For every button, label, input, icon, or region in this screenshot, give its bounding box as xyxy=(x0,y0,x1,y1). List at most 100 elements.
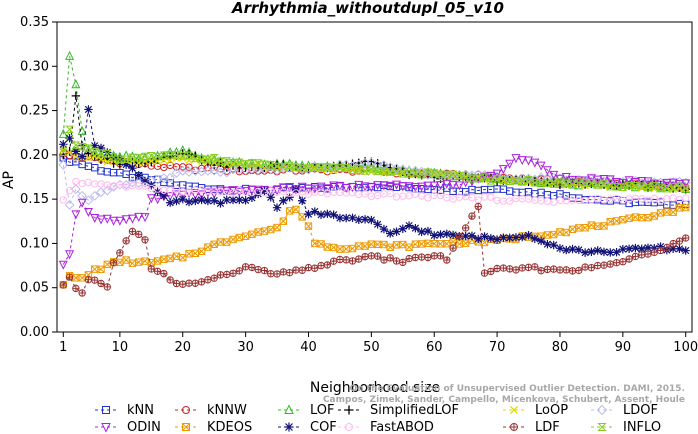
data-point xyxy=(486,234,496,243)
data-point xyxy=(562,266,570,274)
data-point xyxy=(417,253,426,261)
data-point xyxy=(235,233,244,242)
x-tick-label: 1 xyxy=(59,340,67,355)
data-point xyxy=(253,185,263,195)
data-point xyxy=(103,148,112,157)
data-point xyxy=(480,269,489,277)
data-point xyxy=(185,250,193,258)
legend-item: kNN xyxy=(95,403,154,418)
data-point xyxy=(669,239,677,248)
data-point xyxy=(316,163,326,171)
data-point xyxy=(90,147,100,156)
data-point xyxy=(511,233,521,242)
data-point xyxy=(335,213,345,223)
data-point xyxy=(417,227,426,237)
data-point xyxy=(165,198,175,207)
data-point xyxy=(348,257,357,265)
data-point xyxy=(109,216,119,226)
x-tick-label: 30 xyxy=(237,340,254,355)
data-point xyxy=(342,213,351,223)
data-point xyxy=(448,170,458,178)
data-point xyxy=(643,243,653,252)
data-point xyxy=(542,179,552,187)
data-point xyxy=(65,250,75,260)
data-point xyxy=(442,179,452,189)
data-point xyxy=(329,164,339,172)
data-point xyxy=(209,196,219,205)
data-point xyxy=(430,231,439,240)
data-point xyxy=(662,178,672,188)
data-point xyxy=(223,238,231,246)
data-point xyxy=(662,184,672,193)
data-point xyxy=(449,244,457,252)
data-point xyxy=(185,163,193,171)
data-point xyxy=(498,176,508,185)
data-point xyxy=(580,179,590,187)
data-point xyxy=(586,174,596,184)
data-point xyxy=(487,193,495,201)
data-point xyxy=(59,196,67,204)
data-point xyxy=(128,227,137,236)
data-point xyxy=(304,164,313,172)
data-point xyxy=(291,163,301,171)
data-point xyxy=(77,190,88,201)
data-point xyxy=(474,202,482,211)
data-point xyxy=(71,147,81,156)
data-point xyxy=(366,183,376,193)
data-point xyxy=(348,213,357,223)
data-point xyxy=(336,255,344,264)
data-point xyxy=(178,152,188,160)
y-tick-label: 0.05 xyxy=(20,281,49,296)
data-point xyxy=(128,153,137,161)
data-point xyxy=(681,185,691,193)
data-point xyxy=(405,254,413,263)
data-point xyxy=(171,190,181,200)
data-point xyxy=(102,150,112,158)
data-point xyxy=(568,225,577,234)
data-point xyxy=(229,189,237,197)
data-point xyxy=(322,184,332,194)
data-point xyxy=(505,177,515,185)
data-point xyxy=(517,177,527,185)
data-point xyxy=(650,244,659,253)
data-point xyxy=(191,196,200,206)
series-LDF xyxy=(59,202,690,297)
data-point xyxy=(435,170,446,181)
data-point xyxy=(103,283,111,291)
data-point xyxy=(135,230,143,239)
data-point xyxy=(636,178,647,188)
data-point xyxy=(223,270,231,279)
data-point xyxy=(317,240,325,248)
data-point xyxy=(404,170,414,178)
data-point xyxy=(329,181,339,191)
data-point xyxy=(392,167,401,175)
data-point xyxy=(599,174,609,184)
data-point xyxy=(229,235,237,244)
data-point xyxy=(581,263,589,271)
legend-label: SimplifiedLOF xyxy=(370,403,459,418)
data-point xyxy=(159,191,169,201)
data-point xyxy=(184,189,194,199)
data-point xyxy=(348,244,357,253)
data-point xyxy=(91,163,99,172)
data-point xyxy=(279,268,288,276)
data-point xyxy=(165,172,176,183)
data-point xyxy=(593,261,602,270)
data-point xyxy=(417,182,427,192)
legend-item: LoOP xyxy=(503,403,568,418)
data-point xyxy=(197,278,206,286)
data-point xyxy=(386,254,394,262)
data-point xyxy=(116,258,124,267)
data-point xyxy=(65,273,74,281)
data-point xyxy=(134,153,144,162)
x-tick-label: 70 xyxy=(489,340,506,355)
data-point xyxy=(436,170,445,179)
legend-label: LoOP xyxy=(535,403,568,418)
data-point xyxy=(398,170,408,178)
legend: kNN kNNW LOF SimplifiedLOF LoOP LDOF ODIN KDEOS… xyxy=(95,403,661,434)
data-point xyxy=(179,280,187,288)
data-point xyxy=(638,251,646,259)
data-point xyxy=(606,248,615,257)
data-point xyxy=(59,281,67,289)
data-point xyxy=(423,168,433,176)
